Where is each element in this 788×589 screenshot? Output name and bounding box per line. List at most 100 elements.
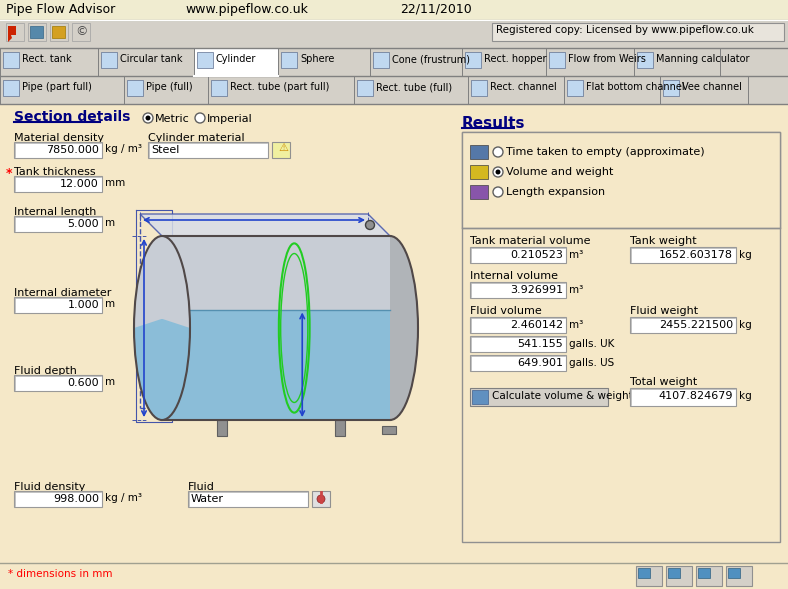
Text: Material density: Material density	[14, 133, 104, 143]
Text: Cylinder: Cylinder	[216, 54, 256, 64]
Bar	[465, 52, 481, 68]
Text: m: m	[105, 218, 115, 228]
Circle shape	[143, 113, 153, 123]
Bar	[127, 80, 143, 96]
Text: Fluid weight: Fluid weight	[630, 306, 698, 316]
Circle shape	[146, 115, 151, 121]
Bar	[470, 317, 566, 333]
Bar	[462, 48, 546, 76]
Bar	[3, 80, 19, 96]
Bar	[281, 52, 297, 68]
Bar	[6, 23, 24, 41]
Text: Circular tank: Circular tank	[120, 54, 183, 64]
Bar	[698, 568, 710, 578]
Bar	[634, 48, 720, 76]
Bar	[14, 297, 102, 313]
Text: *: *	[6, 167, 13, 180]
Bar	[50, 23, 68, 41]
Ellipse shape	[134, 236, 190, 420]
Text: Water: Water	[191, 494, 224, 504]
Text: Rect. hopper: Rect. hopper	[484, 54, 547, 64]
Bar	[470, 355, 566, 371]
Text: kg: kg	[739, 250, 752, 260]
Text: Imperial: Imperial	[207, 114, 253, 124]
Text: Total weight: Total weight	[630, 377, 697, 387]
Polygon shape	[8, 26, 12, 42]
Ellipse shape	[362, 236, 418, 420]
Bar	[28, 23, 46, 41]
Bar	[14, 142, 102, 158]
Bar	[14, 491, 102, 507]
Bar	[14, 375, 102, 391]
Text: Rect. channel: Rect. channel	[490, 82, 557, 92]
Bar	[660, 76, 748, 104]
Text: kg: kg	[739, 391, 752, 401]
Bar	[492, 23, 784, 41]
Text: Cone (frustrum): Cone (frustrum)	[392, 54, 470, 64]
Text: ©: ©	[75, 25, 87, 38]
Text: Rect. tube (part full): Rect. tube (part full)	[230, 82, 329, 92]
Text: Tank material volume: Tank material volume	[470, 236, 590, 246]
Circle shape	[195, 113, 205, 123]
Bar	[0, 76, 788, 104]
Text: 1.000: 1.000	[68, 300, 99, 310]
Text: galls. UK: galls. UK	[569, 339, 615, 349]
Text: Flat bottom channel: Flat bottom channel	[586, 82, 685, 92]
Text: m: m	[105, 299, 115, 309]
Bar	[52, 26, 65, 38]
Bar	[472, 390, 488, 404]
Text: Pipe Flow Advisor: Pipe Flow Advisor	[6, 3, 115, 16]
Text: m³: m³	[569, 320, 583, 330]
Bar	[462, 132, 780, 228]
Text: ⚠: ⚠	[278, 143, 288, 153]
Bar	[728, 568, 740, 578]
Text: Pipe (full): Pipe (full)	[146, 82, 192, 92]
Text: Tank weight: Tank weight	[630, 236, 697, 246]
Bar	[567, 80, 583, 96]
Text: Tank thickness: Tank thickness	[14, 167, 95, 177]
Text: Length expansion: Length expansion	[506, 187, 605, 197]
Text: m³: m³	[569, 250, 583, 260]
Circle shape	[493, 187, 503, 197]
Text: Rect. tube (full): Rect. tube (full)	[376, 82, 452, 92]
Text: kg / m³: kg / m³	[105, 493, 142, 503]
Bar	[470, 388, 608, 406]
Bar	[382, 426, 396, 434]
Bar	[470, 145, 488, 159]
Bar	[354, 76, 468, 104]
Bar	[637, 52, 653, 68]
Text: Cylinder material: Cylinder material	[148, 133, 244, 143]
Bar	[462, 132, 780, 542]
Text: Fluid: Fluid	[188, 482, 215, 492]
Bar	[3, 52, 19, 68]
Text: kg: kg	[739, 320, 752, 330]
Bar	[278, 48, 370, 76]
Bar	[470, 247, 566, 263]
Bar	[468, 76, 564, 104]
Bar	[162, 310, 390, 420]
Text: 0.600: 0.600	[68, 378, 99, 388]
Polygon shape	[140, 214, 390, 236]
Bar	[630, 388, 736, 406]
Bar	[636, 566, 662, 586]
Bar	[162, 236, 390, 310]
Bar	[471, 80, 487, 96]
Bar	[470, 185, 488, 199]
Bar	[546, 48, 634, 76]
Circle shape	[496, 170, 500, 174]
Text: * dimensions in mm: * dimensions in mm	[8, 569, 113, 579]
Bar	[630, 247, 736, 263]
Text: 541.155: 541.155	[517, 339, 563, 349]
Bar	[668, 568, 680, 578]
Text: galls. US: galls. US	[569, 358, 615, 368]
Text: Registered copy: Licensed by www.pipeflow.co.uk: Registered copy: Licensed by www.pipeflo…	[496, 25, 754, 35]
Bar	[373, 52, 389, 68]
Bar	[211, 80, 227, 96]
Bar	[14, 176, 102, 192]
Text: 998.000: 998.000	[53, 494, 99, 504]
Text: 7850.000: 7850.000	[46, 145, 99, 155]
Text: Rect. tank: Rect. tank	[22, 54, 72, 64]
Text: Vee channel: Vee channel	[682, 82, 742, 92]
Bar	[370, 48, 462, 76]
Bar	[72, 23, 90, 41]
